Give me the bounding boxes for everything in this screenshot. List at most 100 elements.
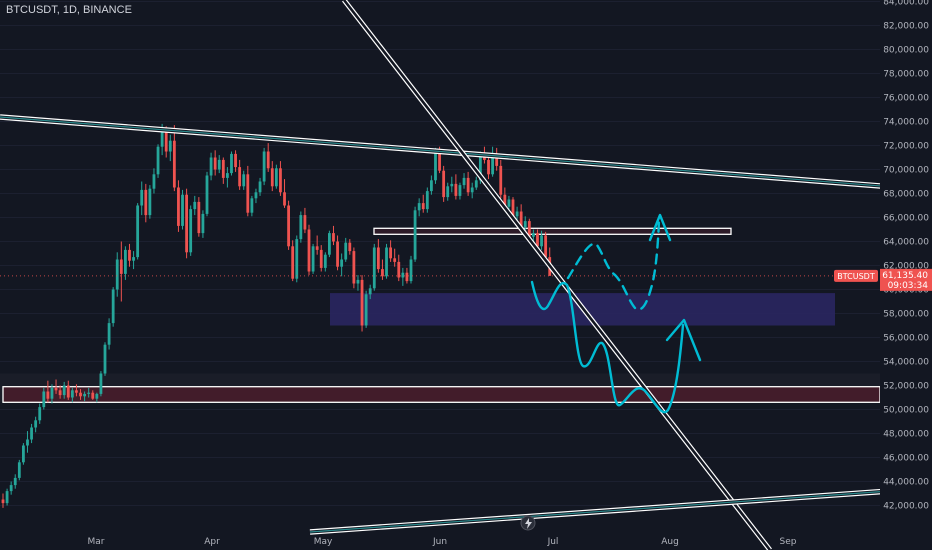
resistance-box[interactable] [373, 227, 732, 235]
candle-body [1, 499, 5, 504]
candle-body [478, 155, 482, 181]
candle-body [393, 258, 397, 262]
candle-body [221, 159, 225, 178]
candle-body [42, 391, 46, 408]
candle-body [250, 198, 254, 213]
price-tick-label: 84,000.00 [883, 0, 929, 8]
descending-trendline-inner [342, 0, 772, 550]
time-tick-label: Aug [661, 537, 679, 547]
chart-grid [0, 1, 880, 506]
candle-body [311, 246, 315, 272]
price-tick-label: 52,000.00 [883, 382, 929, 392]
candle-body [540, 235, 543, 247]
candle-body [246, 174, 250, 213]
candle-body [201, 213, 205, 234]
candle-body [474, 180, 478, 188]
projection-arrow-alt[interactable] [648, 213, 672, 242]
time-tick-label: Jul [547, 537, 559, 547]
projection-path-main[interactable] [530, 280, 685, 414]
candle-body [470, 187, 474, 193]
candle-body [319, 249, 323, 268]
candle-body [503, 194, 507, 207]
candle-body [283, 192, 286, 206]
candle-body [487, 159, 490, 175]
price-tick-label: 68,000.00 [883, 190, 929, 200]
price-tick-label: 78,000.00 [883, 70, 929, 80]
price-tick-label: 74,000.00 [883, 118, 929, 128]
candle-body [307, 229, 311, 272]
candle-body [156, 146, 160, 175]
candle-body [13, 477, 17, 486]
candle-body [62, 385, 66, 396]
candle-body [9, 485, 13, 492]
candle-body [340, 259, 344, 267]
candle-body [87, 392, 91, 394]
candle-body [38, 407, 42, 421]
candle-body [409, 259, 413, 282]
candle-body [148, 188, 152, 216]
candle-body [315, 246, 319, 250]
price-axis[interactable]: 84,000.00 82,000.00 80,000.00 78,000.00 76,0… [834, 0, 932, 550]
price-tick-label: 46,000.00 [883, 454, 929, 464]
price-tick-label: 80,000.00 [883, 46, 929, 56]
price-tick-label: 42,000.00 [883, 502, 929, 512]
candle-body [234, 153, 237, 168]
candle-body [532, 233, 535, 237]
candle-body [344, 242, 348, 260]
candle-body [50, 387, 54, 399]
candle-body [5, 491, 9, 504]
candle-body [544, 235, 548, 258]
symbol-tag[interactable] [834, 269, 878, 282]
candle-body [405, 272, 409, 282]
time-axis[interactable]: Mar Apr May Jun Jul Aug Sep [88, 515, 797, 547]
price-tag-value: 61,135.40 [882, 271, 928, 281]
candle-body [438, 151, 441, 171]
candle-body [376, 247, 380, 270]
candle-body [454, 183, 458, 196]
candle-body [226, 173, 229, 178]
candle-body [291, 246, 295, 279]
price-tag[interactable] [880, 268, 932, 291]
candle-body [111, 289, 115, 324]
time-tick-label: Mar [88, 537, 105, 547]
candle-body [519, 211, 523, 228]
candle-body [115, 259, 119, 290]
symbol-title[interactable]: BTCUSDT, 1D, BINANCE [6, 4, 132, 16]
candle-body [258, 181, 262, 193]
candle-body [417, 203, 421, 211]
candle-body [172, 140, 176, 188]
price-tick-label: 56,000.00 [883, 334, 929, 344]
price-tick-label: 70,000.00 [883, 166, 929, 176]
candle-body [262, 151, 266, 182]
candle-body [160, 132, 164, 147]
candle-body [401, 272, 405, 278]
support-zone[interactable] [2, 386, 881, 403]
candle-body [17, 462, 21, 478]
projection-arrow-main[interactable] [665, 318, 702, 362]
candle-body [279, 168, 282, 193]
candle-body [83, 393, 86, 397]
candle-body [389, 247, 392, 259]
candle-body [336, 241, 339, 267]
price-tick-label: 82,000.00 [883, 22, 929, 32]
projection-path-alt[interactable] [566, 218, 661, 311]
price-tick-label: 66,000.00 [883, 214, 929, 224]
candle-body [332, 233, 335, 242]
candle-body [95, 393, 99, 399]
candle-body [364, 294, 368, 326]
time-tick-label: Sep [780, 537, 797, 547]
candle-body [381, 269, 384, 277]
lightning-glyph [525, 518, 532, 529]
candle-body [352, 251, 356, 284]
price-tick-label: 72,000.00 [883, 142, 929, 152]
candle-body [372, 247, 376, 289]
candle-body [54, 387, 58, 391]
candle-body [450, 183, 454, 187]
candle-body [397, 261, 401, 278]
candle-body [46, 391, 50, 399]
candle-body [124, 249, 127, 274]
candle-body [328, 233, 331, 255]
candle-body [442, 170, 446, 198]
